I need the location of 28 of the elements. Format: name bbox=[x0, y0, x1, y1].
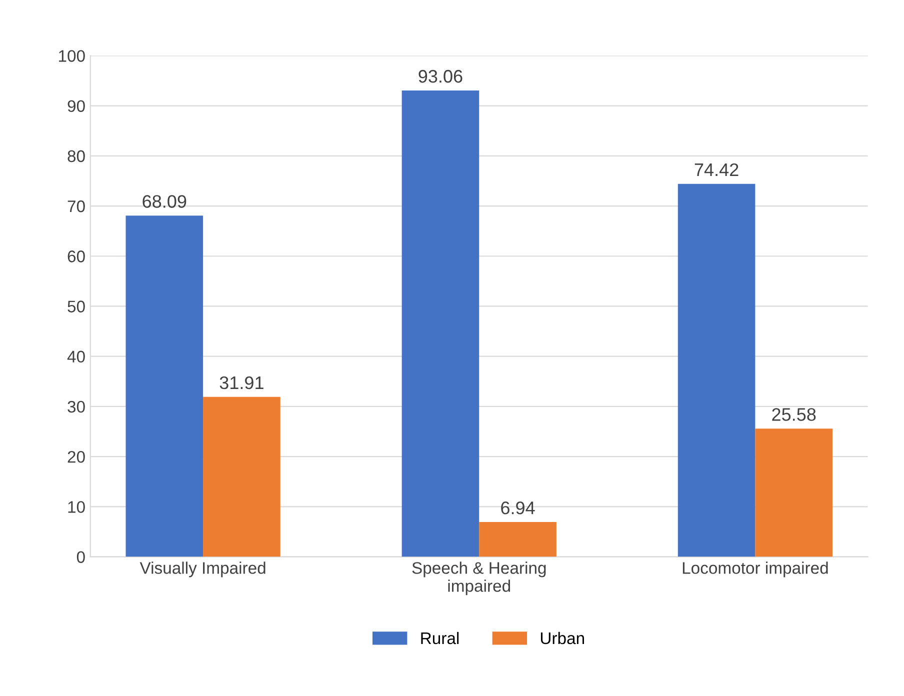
bar bbox=[755, 428, 832, 557]
data-label: 25.58 bbox=[772, 408, 816, 421]
legend-label: Rural bbox=[421, 632, 459, 644]
y-tick-label: 10 bbox=[68, 501, 85, 513]
x-tick-label: Visually Impaired bbox=[140, 562, 266, 578]
legend-label: Urban bbox=[540, 632, 584, 644]
y-tick-label: 80 bbox=[68, 150, 85, 162]
data-label: 74.42 bbox=[694, 163, 738, 176]
y-tick-label: 100 bbox=[59, 50, 85, 62]
data-label: 93.06 bbox=[418, 70, 462, 83]
y-tick-label: 30 bbox=[68, 400, 85, 413]
y-tick-label: 20 bbox=[68, 450, 85, 463]
y-tick-label: 70 bbox=[68, 200, 85, 212]
y-tick-label: 90 bbox=[68, 100, 85, 112]
bar bbox=[126, 216, 204, 557]
data-label: 31.91 bbox=[220, 376, 264, 390]
bar bbox=[402, 90, 480, 557]
data-label: 6.94 bbox=[501, 502, 535, 514]
bar bbox=[479, 522, 556, 557]
y-tick-label: 50 bbox=[68, 300, 85, 312]
y-tick-label: 40 bbox=[67, 350, 85, 363]
bar bbox=[678, 184, 756, 557]
x-tick-label: Locomotor impaired bbox=[682, 562, 828, 578]
data-label: 68.09 bbox=[142, 195, 186, 208]
bar bbox=[203, 396, 280, 557]
y-tick-label: 60 bbox=[68, 250, 85, 262]
x-tick-label: Speech & Hearing impaired bbox=[412, 562, 546, 596]
y-tick-label: 0 bbox=[76, 551, 85, 564]
